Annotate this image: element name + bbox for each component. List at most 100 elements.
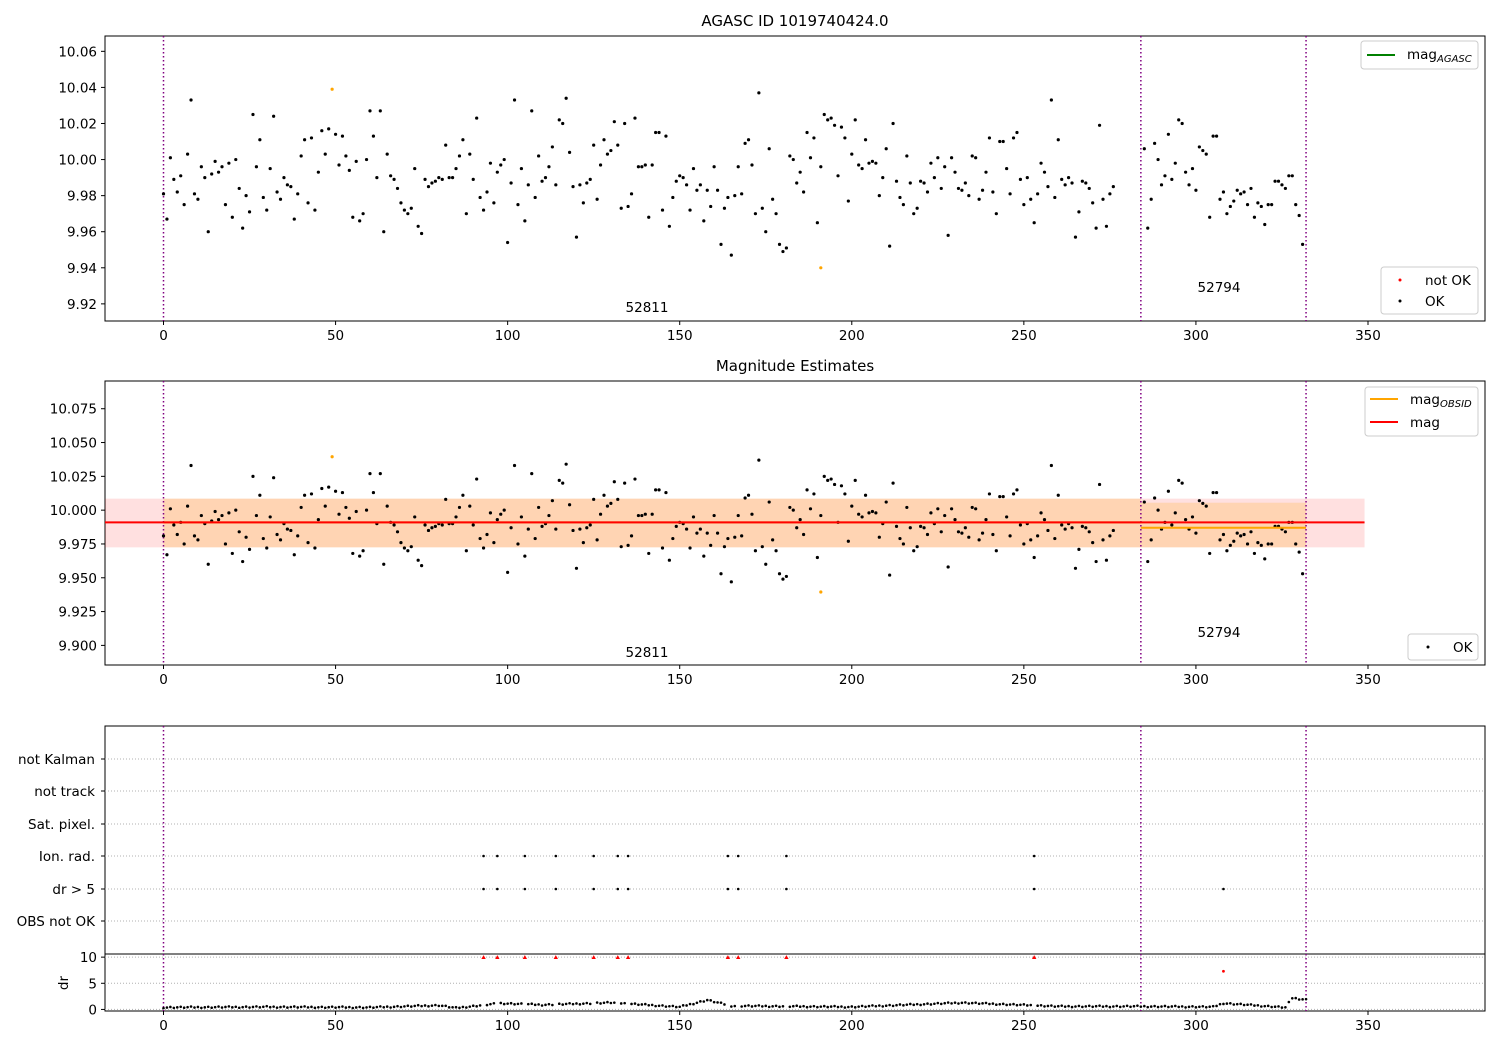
data-point (1008, 192, 1012, 196)
dr-point (860, 1004, 864, 1008)
dr-point (1242, 1003, 1246, 1007)
data-point (199, 513, 203, 518)
data-point (1049, 463, 1053, 468)
data-point (743, 496, 747, 500)
dr-point (1122, 1005, 1125, 1008)
data-point (567, 150, 572, 154)
data-point (433, 524, 437, 528)
data-point (829, 477, 833, 481)
data-point (884, 500, 888, 504)
data-point (389, 174, 393, 178)
dr-point (881, 1005, 885, 1008)
data-point (1159, 183, 1164, 187)
data-point (268, 166, 272, 171)
data-point (330, 455, 334, 459)
data-point (1256, 201, 1260, 205)
data-point (798, 170, 802, 174)
flag-marker (592, 887, 595, 891)
dr-point (313, 1006, 317, 1010)
data-point (795, 526, 799, 530)
data-point (991, 190, 995, 194)
dr-point (516, 1002, 520, 1006)
data-point (1094, 559, 1098, 564)
dr-point (695, 1001, 699, 1005)
dr-point (571, 1002, 575, 1006)
dr-point (564, 1002, 568, 1006)
data-point (1249, 530, 1253, 534)
data-point (698, 183, 702, 187)
dr-point (674, 1005, 678, 1009)
data-point (347, 516, 351, 520)
dr-point (200, 1006, 203, 1010)
data-point (919, 524, 923, 528)
data-point (977, 197, 981, 201)
data-point (1022, 542, 1026, 546)
dr-point (437, 1004, 441, 1008)
flag-row-label: not Kalman (18, 752, 95, 768)
dr-point (946, 1001, 950, 1004)
panel-1-frame (104, 35, 1486, 322)
dr-point (778, 1005, 781, 1009)
data-point (839, 484, 844, 488)
y-tick-label: 9.92 (67, 297, 97, 313)
data-point (733, 535, 737, 539)
dr-point (1253, 1004, 1256, 1007)
data-point (956, 186, 961, 191)
data-point (1142, 500, 1146, 504)
data-point (1073, 566, 1078, 570)
dr-point (915, 1002, 919, 1006)
dr-point (967, 1002, 971, 1005)
dr-point (657, 1004, 661, 1008)
data-point (564, 96, 568, 100)
x-tick-label: 50 (327, 328, 344, 344)
data-point (970, 154, 974, 158)
dr-point (847, 1005, 850, 1009)
data-point (368, 472, 372, 476)
data-point (671, 195, 675, 200)
data-point (1036, 534, 1040, 538)
data-point (1015, 488, 1019, 492)
dr-point (234, 1005, 238, 1009)
dr-point (1177, 1005, 1181, 1009)
dr-point (630, 1002, 633, 1006)
data-point (526, 183, 530, 187)
data-point (1156, 508, 1160, 512)
data-point (798, 518, 802, 522)
dr-point (544, 1003, 547, 1007)
dr-y-ticks: 0 5 10 (80, 950, 105, 1018)
dr-point (227, 1005, 231, 1008)
data-point (1170, 523, 1174, 527)
dr-point (1098, 1004, 1101, 1007)
data-point (967, 535, 971, 539)
data-point (519, 515, 524, 519)
dr-point (788, 1005, 792, 1009)
data-point (361, 212, 365, 216)
data-point (1146, 559, 1150, 564)
data-point (1091, 201, 1095, 205)
dr-point (423, 1004, 427, 1007)
data-point (557, 478, 561, 482)
dr-point (709, 999, 712, 1002)
data-point (230, 215, 234, 219)
dr-point (451, 1005, 454, 1009)
data-point (647, 551, 651, 556)
data-point (688, 546, 692, 550)
dr-point (943, 1001, 947, 1005)
dr-point (692, 1002, 695, 1006)
data-point (822, 474, 826, 478)
data-point (1283, 186, 1287, 191)
data-point (598, 163, 603, 167)
data-point (612, 480, 616, 484)
data-point (189, 463, 193, 468)
data-point (426, 185, 431, 189)
dr-point (650, 1003, 654, 1007)
data-point (1101, 538, 1105, 542)
data-point (984, 518, 988, 522)
dr-point (169, 1005, 172, 1009)
data-point (956, 530, 961, 534)
dr-point (530, 1002, 534, 1005)
data-point (1270, 542, 1274, 546)
dr-point (172, 1006, 176, 1010)
dr-point (908, 1002, 912, 1006)
dr-point (502, 1002, 506, 1006)
